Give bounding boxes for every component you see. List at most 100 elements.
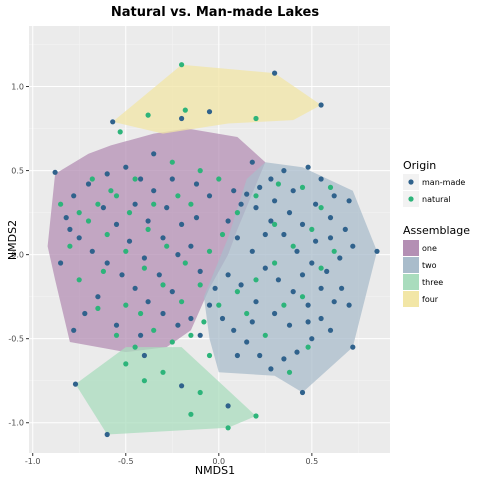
point-natural [309,226,315,232]
point-natural [160,282,166,288]
point-natural [123,361,129,367]
point-man-made [63,215,69,221]
point-natural [234,289,240,295]
hull-two [203,162,377,393]
y-axis-title: NMDS2 [6,220,19,260]
point-man-made [309,336,315,342]
point-man-made [76,235,82,241]
y-tick-label: -1.0 [8,419,24,428]
point-natural [85,218,92,224]
point-man-made [313,238,319,244]
point-natural [253,193,259,199]
point-man-made [197,268,203,274]
point-natural [188,332,194,338]
point-man-made [257,184,263,190]
point-natural [281,302,287,308]
point-man-made [179,383,185,389]
point-man-made [281,168,287,174]
point-man-made [374,248,380,254]
point-man-made [350,243,356,249]
point-man-made [175,252,181,258]
point-natural [179,62,185,68]
point-natural [182,260,188,266]
point-man-made [272,70,278,76]
point-natural [206,248,213,254]
point-natural [76,277,82,283]
point-man-made [193,215,200,221]
point-man-made [132,285,138,291]
point-natural [318,265,324,271]
point-natural [286,369,293,375]
point-man-made [253,299,259,305]
point-man-made [197,332,203,338]
point-man-made [138,176,144,182]
point-man-made [71,193,77,199]
point-man-made [151,188,157,194]
point-man-made [346,198,352,204]
point-natural [169,339,175,345]
point-man-made [104,431,110,438]
point-natural [197,168,203,174]
point-man-made [138,332,144,338]
point-man-made [327,235,334,241]
point-man-made [179,115,185,122]
point-man-made [238,201,244,207]
point-natural [151,327,157,333]
point-man-made [294,349,300,355]
hull-four [112,64,322,134]
point-man-made [268,218,274,224]
point-natural [188,201,194,207]
point-man-made [52,169,58,175]
point-man-made [89,248,95,254]
point-man-made [262,231,268,238]
hull-three [75,347,256,435]
point-natural [151,201,157,207]
point-natural [67,243,73,249]
point-natural [299,294,306,300]
point-man-made [193,181,200,187]
point-man-made [253,205,259,211]
point-man-made [225,272,231,278]
point-natural [141,265,147,271]
point-man-made [294,248,300,254]
legend-swatch-four [403,291,419,307]
point-man-made [275,277,281,283]
point-natural [95,201,101,207]
point-man-made [188,243,194,249]
point-man-made [281,231,287,238]
point-natural [113,332,120,338]
point-natural [197,389,203,396]
point-man-made [145,218,151,224]
point-man-made [318,285,324,291]
y-tick-label: 1.0 [11,83,24,92]
point-man-made [342,226,348,232]
point-man-made [95,294,101,300]
point-man-made [339,285,345,291]
point-man-made [281,356,287,362]
x-tick-label: -1.0 [25,457,41,466]
point-man-made [331,299,337,305]
point-man-made [160,235,166,241]
point-man-made [206,193,213,199]
legend-label-one: one [422,244,437,253]
point-natural [197,282,203,288]
legend-label-two: two [422,261,437,270]
point-man-made [67,226,73,232]
point-man-made [113,221,120,227]
point-man-made [175,322,181,328]
point-natural [216,176,222,182]
point-man-made [272,310,278,317]
legend-swatch-three [403,274,419,290]
legend-label-man-made: man-made [422,178,465,187]
point-natural [164,243,170,249]
point-natural [145,112,151,118]
legend-title-assemblage: Assemblage [403,224,470,237]
point-natural [234,210,240,216]
point-man-made [305,319,311,325]
point-man-made [327,327,334,333]
point-natural [138,310,144,317]
chart-title: Natural vs. Man-made Lakes [111,5,319,20]
point-natural [100,268,106,274]
point-natural [76,210,82,216]
